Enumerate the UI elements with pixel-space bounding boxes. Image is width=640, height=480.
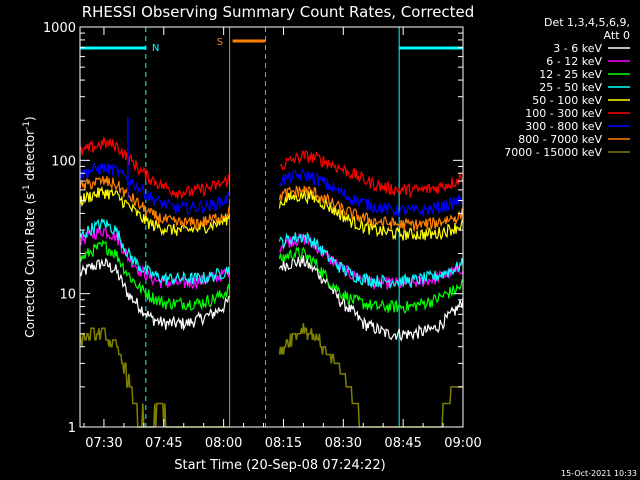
x-tick-label-0: 07:30 <box>85 436 122 451</box>
x-tick-label-1: 07:45 <box>145 436 182 451</box>
legend-label-5: 100 - 300 keV <box>525 107 602 120</box>
night-label-0: N <box>152 43 159 54</box>
legend-header-line-2: Att 0 <box>604 29 630 42</box>
chart-title: RHESSI Observing Summary Count Rates, Co… <box>82 3 475 21</box>
x-tick-label-6: 09:00 <box>444 436 481 451</box>
footer-timestamp: 15-Oct-2021 10:33 <box>561 469 637 478</box>
legend-label-6: 300 - 800 keV <box>525 120 602 133</box>
series-line-7 <box>79 176 464 232</box>
saa-label: S <box>217 37 223 48</box>
x-tick-label-5: 08:45 <box>384 436 421 451</box>
series-line-6 <box>79 162 464 218</box>
legend-label-7: 800 - 7000 keV <box>518 133 602 146</box>
series-line-2 <box>79 239 464 314</box>
y-tick-label-1: 10 <box>59 288 76 303</box>
series-line-5 <box>79 137 464 199</box>
series-line-0 <box>79 255 464 342</box>
legend-label-8: 7000 - 15000 keV <box>504 146 602 159</box>
legend-label-1: 6 - 12 keV <box>546 55 602 68</box>
x-tick-label-4: 08:30 <box>325 436 362 451</box>
y-axis: 1 10 100 1000 <box>43 21 463 436</box>
y-tick-label-0: 1 <box>68 421 76 436</box>
series-line-3 <box>79 218 464 290</box>
observing-flags: NS <box>80 27 463 427</box>
x-axis: 07:30 07:45 08:00 08:15 08:30 08:45 09:00 <box>83 27 482 451</box>
legend-header-line-1: Det 1,3,4,5,6,9, <box>544 16 630 29</box>
x-tick-label-3: 08:15 <box>265 436 302 451</box>
series-layer <box>79 117 464 428</box>
legend-label-0: 3 - 6 keV <box>553 42 602 55</box>
x-tick-label-2: 08:00 <box>205 436 242 451</box>
y-tick-label-3: 1000 <box>43 21 76 36</box>
legend-label-3: 25 - 50 keV <box>539 81 602 94</box>
x-axis-label: Start Time (20-Sep-08 07:24:22) <box>174 458 385 473</box>
series-line-8 <box>79 323 463 428</box>
legend-label-4: 50 - 100 keV <box>532 94 602 107</box>
legend-label-2: 12 - 25 keV <box>539 68 602 81</box>
plot-frame <box>79 26 464 428</box>
y-tick-label-2: 100 <box>51 154 76 169</box>
y-axis-label: Corrected Count Rate (s-1 detector-1) <box>22 116 37 337</box>
